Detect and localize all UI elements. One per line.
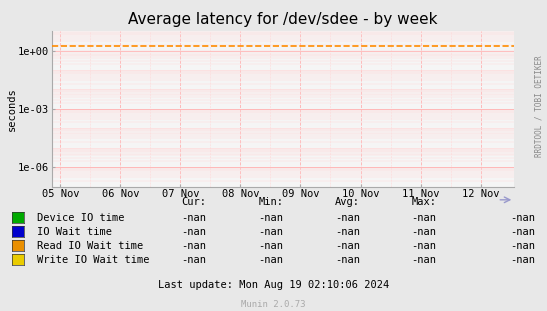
Text: IO Wait time: IO Wait time	[37, 227, 112, 237]
Text: -nan: -nan	[335, 241, 360, 251]
Text: Avg:: Avg:	[335, 197, 360, 207]
Text: Munin 2.0.73: Munin 2.0.73	[241, 300, 306, 309]
Text: -nan: -nan	[182, 255, 207, 265]
Text: -nan: -nan	[258, 227, 283, 237]
Text: -nan: -nan	[335, 255, 360, 265]
Text: -nan: -nan	[510, 241, 535, 251]
Text: -nan: -nan	[411, 255, 437, 265]
Text: Device IO time: Device IO time	[37, 213, 125, 223]
Text: -nan: -nan	[258, 241, 283, 251]
Text: -nan: -nan	[411, 227, 437, 237]
Text: -nan: -nan	[510, 255, 535, 265]
Text: Last update: Mon Aug 19 02:10:06 2024: Last update: Mon Aug 19 02:10:06 2024	[158, 280, 389, 290]
Text: -nan: -nan	[335, 213, 360, 223]
Title: Average latency for /dev/sdee - by week: Average latency for /dev/sdee - by week	[129, 12, 438, 27]
Text: -nan: -nan	[335, 227, 360, 237]
Y-axis label: seconds: seconds	[7, 87, 16, 131]
Text: -nan: -nan	[510, 213, 535, 223]
Text: -nan: -nan	[411, 241, 437, 251]
Text: Max:: Max:	[411, 197, 437, 207]
Text: Read IO Wait time: Read IO Wait time	[37, 241, 143, 251]
Text: -nan: -nan	[182, 241, 207, 251]
Text: -nan: -nan	[182, 213, 207, 223]
Text: Min:: Min:	[258, 197, 283, 207]
Text: RRDTOOL / TOBI OETIKER: RRDTOOL / TOBI OETIKER	[534, 55, 543, 157]
Text: Cur:: Cur:	[182, 197, 207, 207]
Text: -nan: -nan	[510, 227, 535, 237]
Text: -nan: -nan	[411, 213, 437, 223]
Text: Write IO Wait time: Write IO Wait time	[37, 255, 150, 265]
Text: -nan: -nan	[258, 255, 283, 265]
Text: -nan: -nan	[258, 213, 283, 223]
Text: -nan: -nan	[182, 227, 207, 237]
